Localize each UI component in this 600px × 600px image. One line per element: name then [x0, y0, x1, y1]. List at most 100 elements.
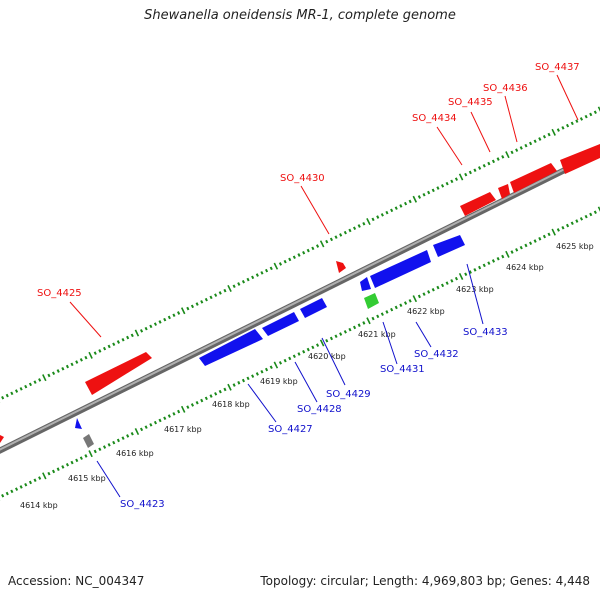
gene-partial-left[interactable] — [0, 434, 4, 446]
gene-SO_4432[interactable] — [370, 250, 431, 288]
inner-tick — [33, 478, 37, 483]
inner-tick — [431, 287, 435, 292]
outer-tick — [149, 324, 153, 329]
inner-tick — [200, 398, 204, 403]
inner-tick — [501, 254, 505, 259]
outer-tick — [264, 268, 269, 273]
inner-tick — [515, 248, 519, 252]
outer-tick — [597, 106, 600, 112]
inner-tick — [214, 392, 218, 396]
outer-tick — [445, 181, 449, 186]
outer-tick — [116, 340, 120, 344]
label-SO_4423[interactable]: SO_4423 — [120, 499, 165, 510]
outer-tick — [24, 384, 28, 389]
outer-tick — [204, 297, 208, 302]
inner-tick-track — [0, 206, 600, 501]
outer-tick — [431, 188, 435, 193]
inner-tick — [473, 268, 477, 272]
outer-tick — [158, 320, 162, 324]
inner-tick — [510, 250, 514, 254]
label-SO_4430[interactable]: SO_4430 — [280, 173, 325, 184]
label-SO_4436[interactable]: SO_4436 — [483, 83, 528, 94]
gene-SO_4423[interactable] — [75, 418, 82, 429]
reverse-genes — [75, 235, 465, 429]
inner-tick — [278, 361, 283, 365]
gene-SO_4430[interactable] — [336, 261, 346, 273]
gene-SO_4433[interactable] — [433, 235, 465, 257]
outer-tick — [84, 355, 88, 360]
label-SO_4432[interactable]: SO_4432 — [414, 349, 459, 360]
inner-tick — [65, 462, 70, 467]
label-SO_4433[interactable]: SO_4433 — [463, 327, 508, 338]
label-SO_4429[interactable]: SO_4429 — [326, 389, 371, 400]
outer-tick — [399, 204, 403, 208]
gene-SO_4427[interactable] — [199, 329, 263, 366]
outer-tick — [232, 284, 236, 289]
outer-tick — [134, 329, 140, 337]
inner-tick — [144, 425, 148, 429]
inner-tick — [584, 214, 588, 219]
genome-summary-text: Topology: circular; Length: 4,969,803 bp… — [260, 574, 590, 588]
outer-tick — [269, 266, 273, 271]
gene-SO_4437[interactable] — [560, 144, 600, 174]
inner-tick — [589, 212, 593, 217]
inner-tick — [542, 234, 547, 239]
inner-tick — [357, 323, 361, 327]
gene-SO_4434b[interactable] — [498, 184, 510, 199]
inner-tick — [528, 241, 533, 246]
outer-tick — [70, 362, 74, 367]
tick-label-4624: 4624 kbp — [506, 263, 544, 272]
inner-tick — [42, 472, 47, 480]
gene-SO_4425[interactable] — [85, 352, 152, 395]
outer-tick — [450, 179, 454, 184]
outer-tick-track — [0, 106, 600, 403]
inner-tick — [458, 272, 464, 280]
outer-tick — [107, 344, 111, 349]
label-SO_4437[interactable]: SO_4437 — [535, 62, 580, 73]
outer-tick — [88, 351, 93, 359]
inner-tick — [306, 347, 310, 352]
outer-tick — [556, 128, 560, 132]
gene-other[interactable] — [83, 434, 94, 448]
inner-tick — [232, 383, 236, 387]
label-SO_4427[interactable]: SO_4427 — [268, 424, 313, 435]
outer-tick — [491, 159, 496, 164]
outer-tick — [209, 295, 213, 300]
gene-SO_4434[interactable] — [460, 192, 496, 216]
outer-tick — [61, 366, 65, 371]
inner-tick — [348, 327, 352, 332]
outer-tick — [334, 235, 338, 239]
inner-tick — [5, 491, 9, 496]
outer-tick — [139, 329, 144, 333]
inner-tick — [427, 290, 431, 294]
gene-SO_4435[interactable] — [510, 163, 557, 193]
inner-tick — [297, 352, 301, 356]
outer-tick — [319, 240, 325, 248]
inner-tick — [519, 245, 523, 250]
outer-tick — [519, 146, 523, 150]
outer-tick — [1, 395, 5, 400]
inner-tick — [380, 312, 384, 316]
label-SO_4434[interactable]: SO_4434 — [412, 113, 457, 124]
inner-tick — [47, 471, 51, 476]
outer-tick — [487, 161, 491, 166]
gene-rna[interactable] — [364, 293, 379, 309]
inner-tick — [93, 449, 97, 454]
inner-tick — [487, 261, 491, 265]
outer-tick — [579, 117, 584, 121]
label-SO_4428[interactable]: SO_4428 — [297, 404, 342, 415]
inner-tick — [464, 272, 468, 277]
outer-tick — [195, 302, 199, 306]
gene-SO_4431[interactable] — [360, 277, 371, 291]
inner-tick — [329, 336, 334, 341]
label-SO_4425[interactable]: SO_4425 — [37, 288, 82, 299]
gene-SO_4428[interactable] — [262, 312, 299, 336]
label-SO_4431[interactable]: SO_4431 — [380, 364, 425, 375]
label-SO_4435[interactable]: SO_4435 — [448, 97, 493, 108]
outer-tick — [218, 291, 222, 295]
inner-tick — [195, 400, 199, 405]
inner-tick — [273, 361, 279, 369]
inner-tick — [362, 321, 366, 325]
gene-SO_4429[interactable] — [300, 298, 327, 318]
outer-tick — [533, 139, 537, 144]
